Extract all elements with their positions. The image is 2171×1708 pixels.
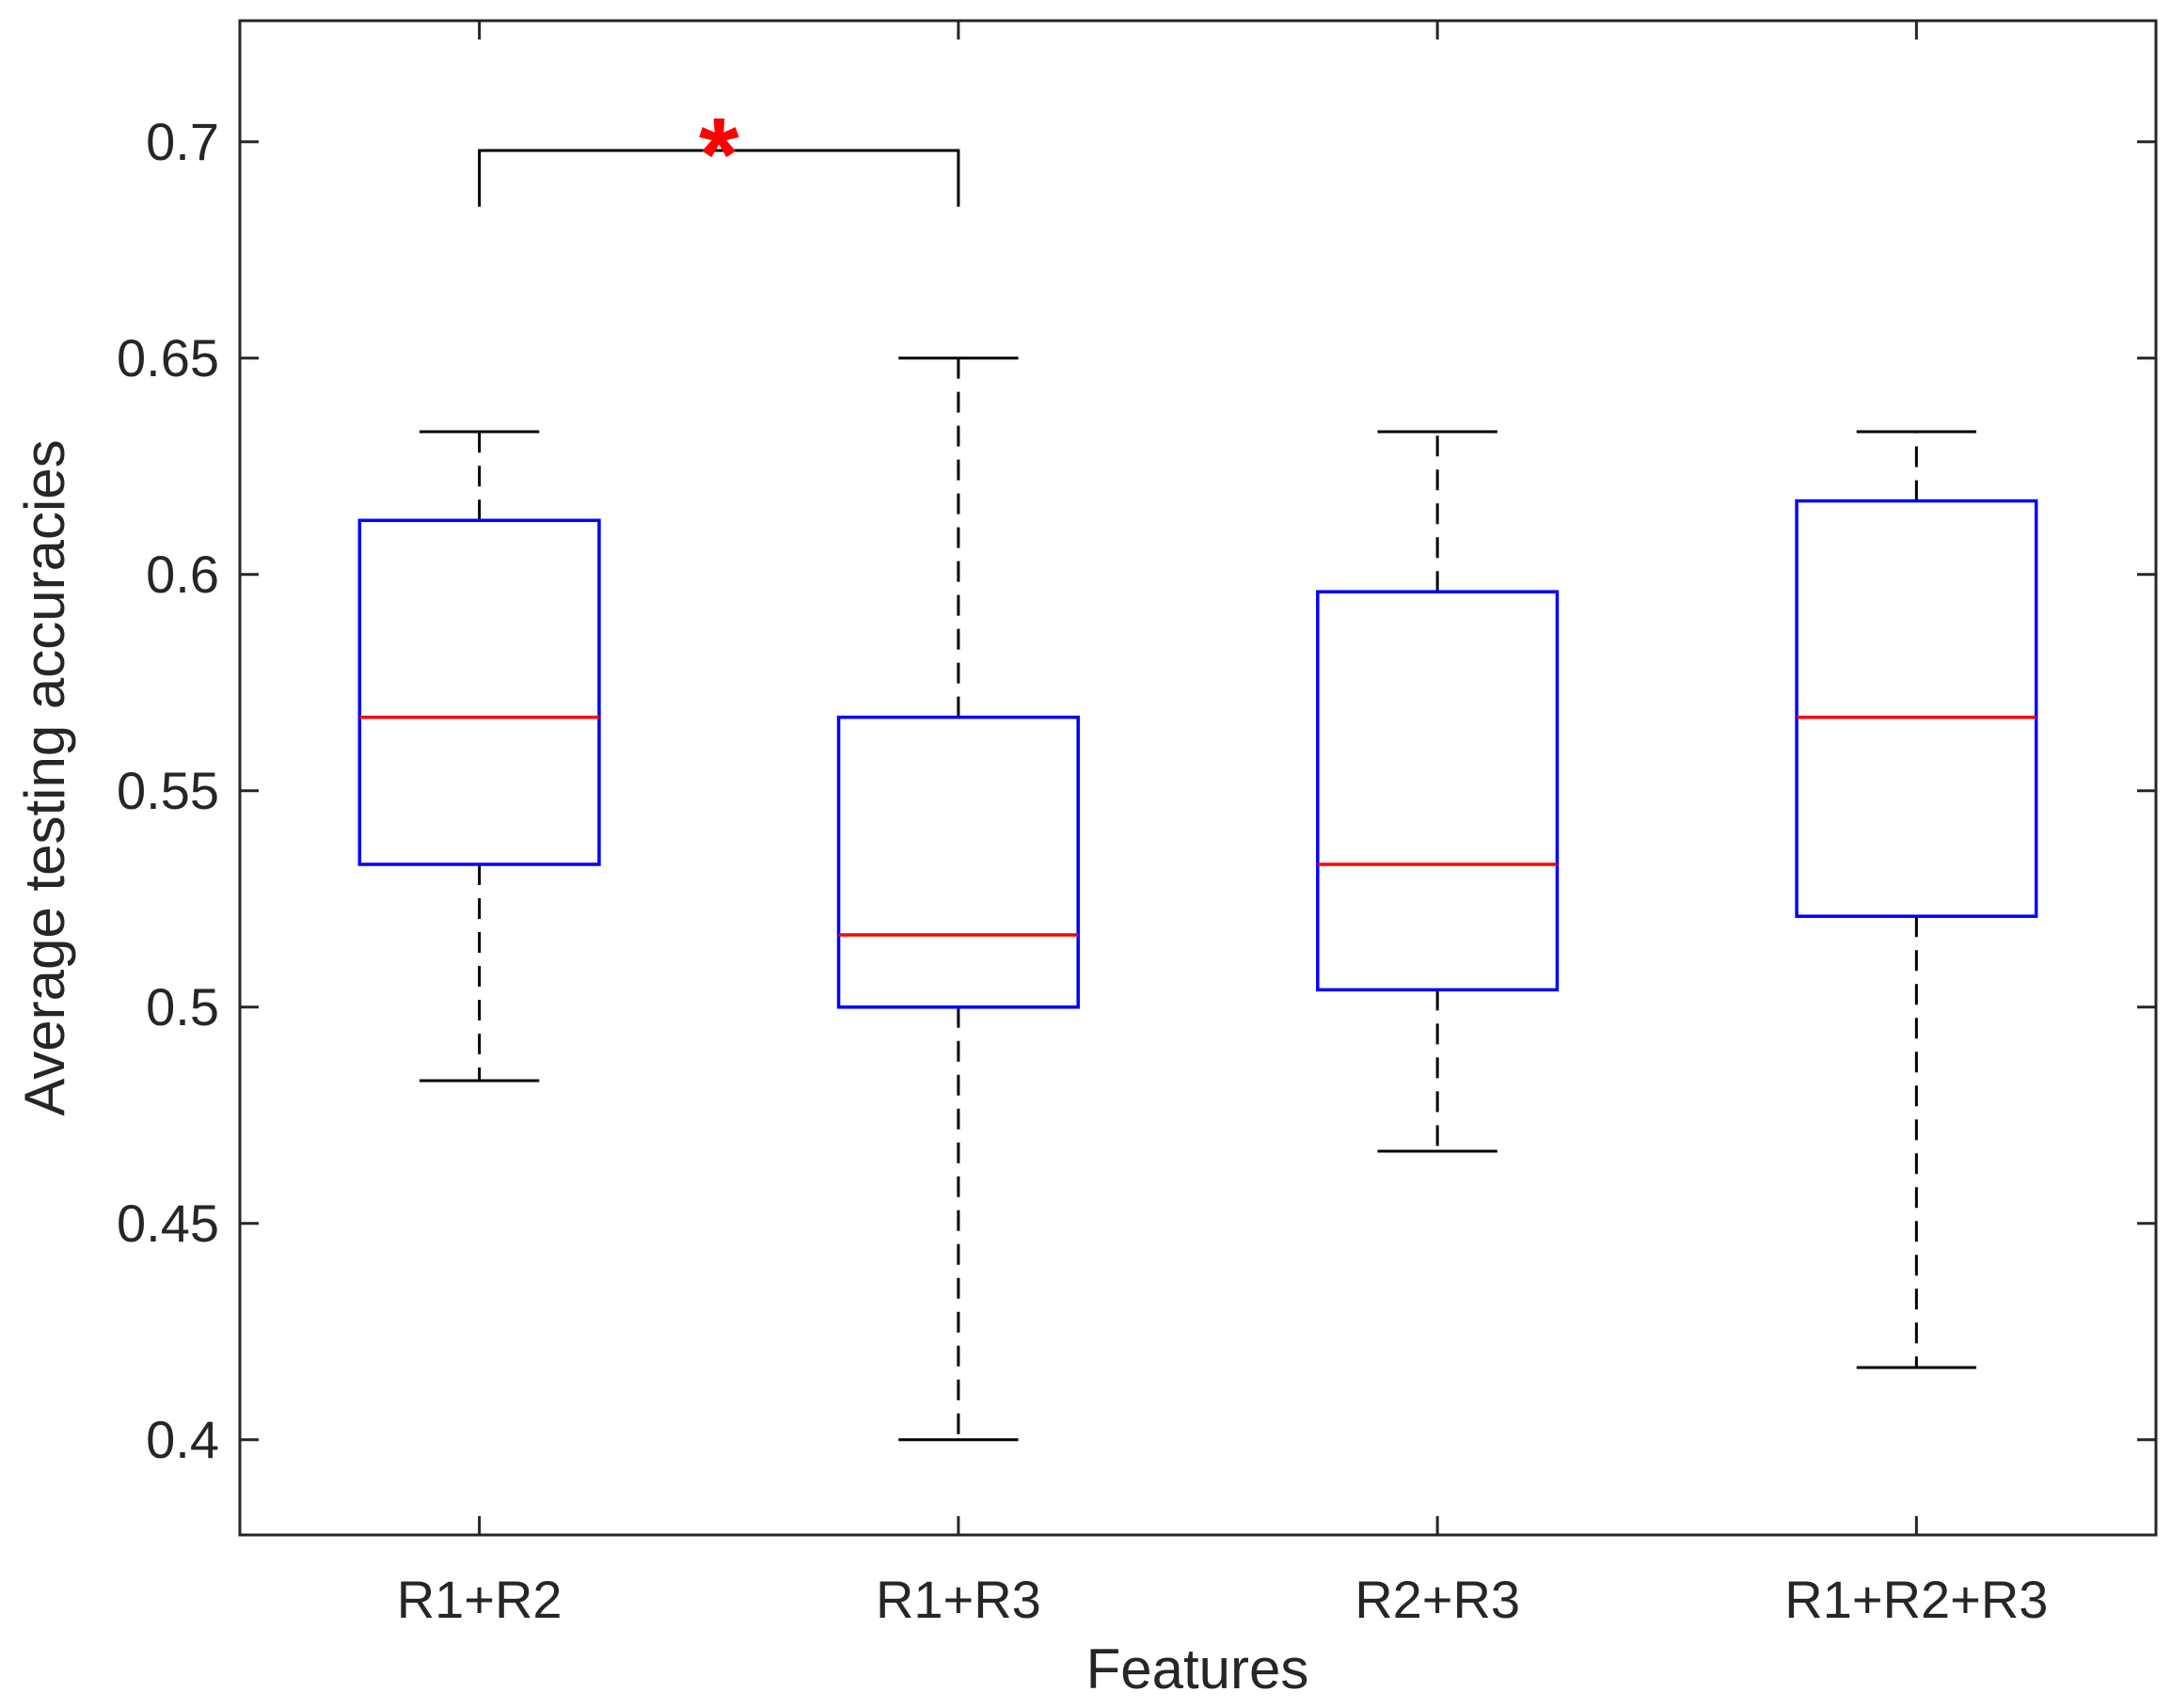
- x-tick-label: R1+R2: [397, 1570, 563, 1629]
- significance-marker: *: [699, 97, 739, 213]
- y-tick-label: 0.65: [117, 328, 219, 387]
- axes: 0.4 0.45 0.5 0.55 0.6 0.65 0.7 R1+R2 R1+R3 R2+R3 R…: [117, 21, 2156, 1629]
- y-tick-label: 0.5: [146, 977, 219, 1036]
- x-tick-label: R1+R2+R3: [1784, 1570, 2048, 1629]
- x-tick-label: R2+R3: [1355, 1570, 1520, 1629]
- plot-area: [240, 21, 2156, 1535]
- box-iqr: [1795, 498, 2038, 918]
- axes-frame: [238, 19, 2158, 1537]
- box-iqr: [836, 715, 1080, 1009]
- significance-bracket: [478, 149, 960, 207]
- y-tick-label: 0.4: [146, 1410, 219, 1469]
- y-tick-label: 0.45: [117, 1194, 219, 1253]
- x-axis-title: Features: [1086, 1637, 1309, 1700]
- y-axis-title: Average testing accuracies: [13, 439, 76, 1115]
- box-iqr: [357, 518, 601, 866]
- y-tick-label: 0.55: [117, 761, 219, 820]
- y-tick-label: 0.6: [146, 545, 219, 604]
- chart-marks: *: [357, 97, 2038, 1442]
- box-iqr: [1316, 590, 1560, 992]
- x-tick-label: R1+R3: [876, 1570, 1041, 1629]
- y-tick-label: 0.7: [146, 112, 219, 171]
